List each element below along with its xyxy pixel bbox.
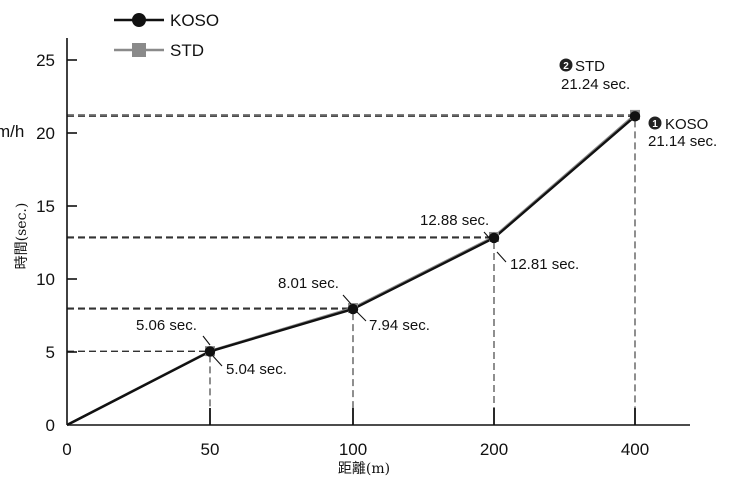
y-axis-unit-clipped: m/h <box>0 122 24 141</box>
data-label-std: 21.24 sec. <box>561 76 630 93</box>
annotation-leader <box>342 294 352 305</box>
data-label-std: 12.88 sec. <box>420 212 489 229</box>
reference-lines <box>67 114 636 408</box>
data-label-koso: 21.14 sec. <box>648 133 717 150</box>
series-layer <box>66 109 641 427</box>
y-tick-label: 10 <box>36 270 55 289</box>
badge-koso-number: 1 <box>652 119 658 130</box>
annotation-leader <box>483 231 493 242</box>
legend-koso-label: KOSO <box>170 11 219 30</box>
data-point-koso <box>629 111 641 122</box>
data-label-std: 5.06 sec. <box>136 317 197 334</box>
legend-koso-marker <box>132 13 146 27</box>
y-tick-label: 5 <box>46 343 55 362</box>
x-tick-label: 100 <box>339 440 367 459</box>
data-point-koso <box>488 232 500 244</box>
x-axis-title: 距離(m) <box>338 460 390 477</box>
data-label-koso: 5.04 sec. <box>226 361 287 378</box>
badge-std-number: 2 <box>563 61 569 72</box>
annotations: 5.06 sec. 5.04 sec. 8.01 sec. 7.94 sec. 12.8… <box>136 58 717 378</box>
data-label-std-name: STD <box>575 58 605 75</box>
annotation-leader <box>202 335 211 346</box>
data-point-koso <box>347 303 359 315</box>
data-label-std: 8.01 sec. <box>278 275 339 292</box>
y-axis-title: 時間(sec.) <box>14 203 30 270</box>
annotation-leader <box>496 251 507 263</box>
y-tick-label: 15 <box>36 197 55 216</box>
annotation-leader <box>355 310 367 322</box>
x-tick-label: 0 <box>62 440 71 459</box>
data-point-koso <box>204 346 216 357</box>
x-tick-label: 400 <box>621 440 649 459</box>
data-label-koso: 7.94 sec. <box>369 317 430 334</box>
axes: 0 5 10 15 20 25 0 50 100 200 400 距離(m) 時間(sec.) m/h <box>0 38 690 477</box>
legend-std-label: STD <box>170 41 204 60</box>
x-tick-label: 50 <box>201 440 220 459</box>
annotation-leader <box>211 354 223 367</box>
badge-koso-icon <box>648 116 662 130</box>
legend: KOSO STD <box>114 11 219 60</box>
data-label-koso-name: KOSO <box>665 116 708 133</box>
y-tick-label: 0 <box>46 416 55 435</box>
legend-std-marker <box>132 43 146 57</box>
data-label-koso: 12.81 sec. <box>510 256 579 273</box>
y-tick-label: 20 <box>36 124 55 143</box>
y-tick-label: 25 <box>36 51 55 70</box>
x-tick-label: 200 <box>480 440 508 459</box>
badge-std-icon <box>559 58 573 72</box>
